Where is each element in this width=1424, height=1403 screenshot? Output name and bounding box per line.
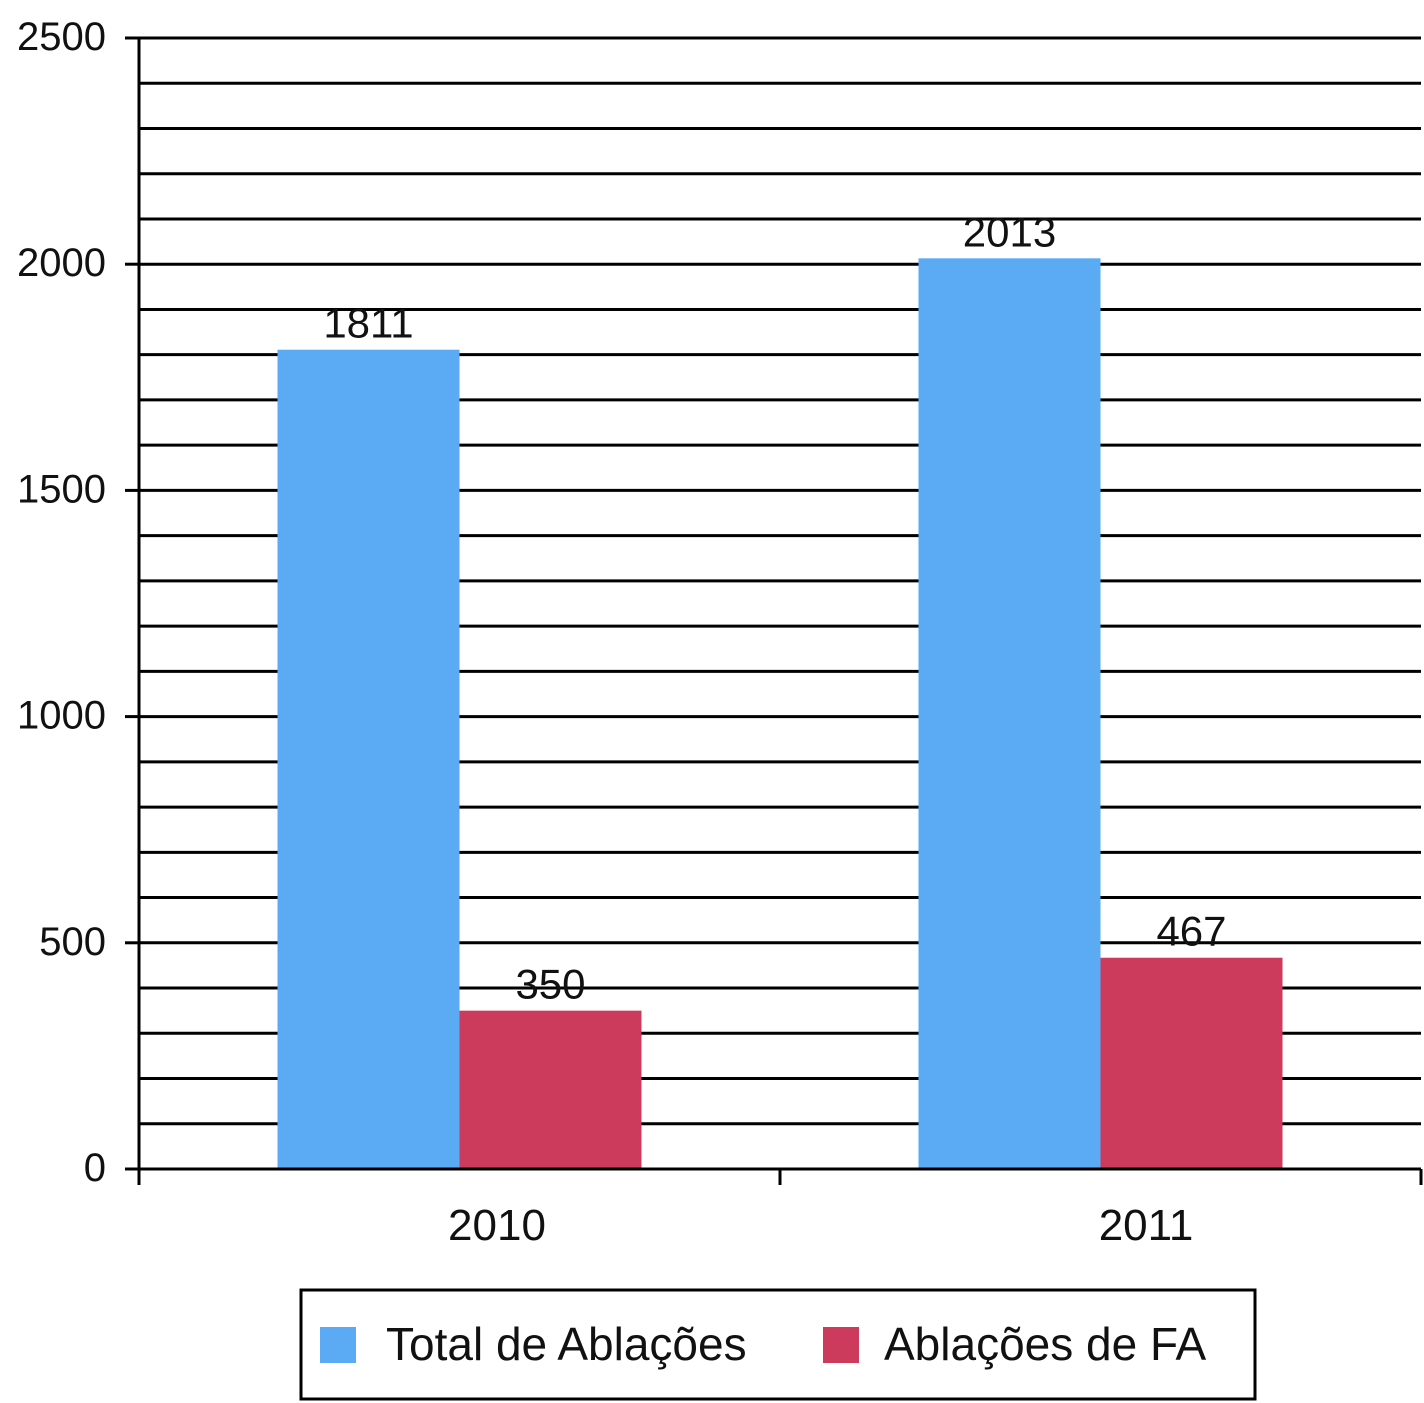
category-labels: 2010 2011 xyxy=(448,1201,1193,1250)
bar xyxy=(918,258,1101,1169)
data-labels: 1811 350 2013 467 xyxy=(323,208,1226,1007)
x-tick-label: 2010 xyxy=(448,1201,546,1250)
bar xyxy=(277,349,460,1169)
bar xyxy=(459,1010,642,1169)
data-label: 1811 xyxy=(323,300,413,347)
y-tick-label: 1000 xyxy=(17,694,106,738)
y-tick-labels: 0 500 1000 1500 2000 2500 xyxy=(17,15,106,1190)
legend-label: Total de Ablações xyxy=(386,1318,747,1370)
legend-swatch xyxy=(823,1327,859,1363)
data-label: 467 xyxy=(1156,908,1226,955)
y-tick-label: 2500 xyxy=(17,15,106,59)
y-tick-label: 0 xyxy=(84,1146,106,1190)
y-tick-label: 1500 xyxy=(17,467,106,511)
legend-label: Ablações de FA xyxy=(884,1318,1207,1370)
axes xyxy=(125,36,1423,1185)
x-tick-label: 2011 xyxy=(1099,1201,1194,1250)
legend-swatch xyxy=(320,1327,356,1363)
legend: Total de Ablações Ablações de FA xyxy=(299,1288,1257,1401)
y-tick-label: 2000 xyxy=(17,241,106,285)
legend-box xyxy=(299,1288,1257,1401)
data-label: 350 xyxy=(515,961,585,1008)
data-label: 2013 xyxy=(963,208,1056,255)
bar xyxy=(1100,957,1283,1169)
bars xyxy=(277,258,1283,1169)
y-tick-label: 500 xyxy=(39,920,106,964)
